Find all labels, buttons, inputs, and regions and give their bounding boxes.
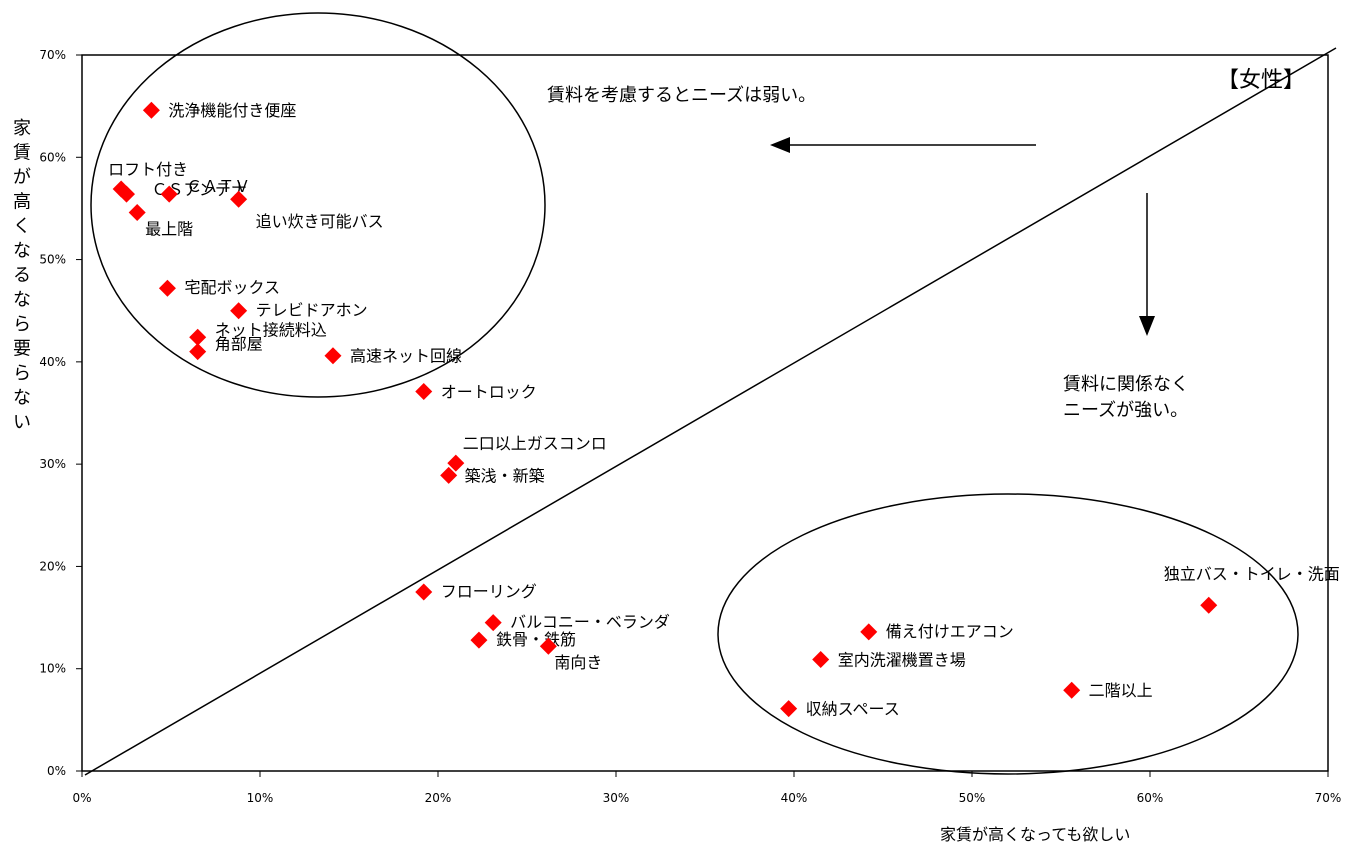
data-point-label: 築浅・新築: [465, 466, 545, 485]
y-tick-label: 20%: [39, 559, 66, 573]
y-axis-label-char: 高: [13, 192, 31, 213]
y-axis-label-char: る: [13, 265, 31, 286]
data-point-marker: [1063, 681, 1081, 699]
down-arrow: [1139, 193, 1155, 336]
data-point-label: ネット接続料込: [215, 320, 327, 339]
data-point-marker: [128, 204, 146, 222]
data-point-label: 角部屋: [215, 335, 263, 354]
data-point-label: テレビドアホン: [256, 301, 368, 320]
data-point-label: 室内洗濯機置き場: [838, 651, 966, 670]
data-point-marker: [118, 185, 135, 203]
data-point-label: バルコニー・ベランダ: [510, 613, 670, 632]
data-point-label: ロフト付き: [108, 160, 188, 179]
data-point-label: 収納スペース: [806, 700, 900, 719]
data-point-marker: [447, 454, 465, 472]
data-point-marker: [324, 347, 342, 365]
x-tick-label: 70%: [1315, 791, 1342, 805]
data-point-label: 南向き: [554, 653, 602, 672]
x-tick-label: 20%: [425, 791, 452, 805]
data-point-label: 独立バス・トイレ・洗面: [1164, 564, 1340, 583]
data-point-marker: [780, 700, 798, 718]
y-axis-label-char: い: [13, 412, 31, 433]
y-axis-label-char: な: [13, 241, 31, 262]
data-point-label: オートロック: [441, 383, 537, 402]
plot-area: [81, 54, 1329, 772]
data-point-label: フローリング: [441, 582, 537, 601]
data-point-label: 洗浄機能付き便座: [168, 101, 296, 120]
y-axis-label-char: ら: [13, 363, 31, 384]
y-axis-label-char: な: [13, 290, 31, 311]
data-point-marker: [484, 614, 502, 632]
data-point-label: ＣＡＴＶ: [186, 177, 250, 196]
data-point-marker: [812, 651, 830, 669]
y-tick-label: 60%: [39, 150, 66, 164]
data-point-marker: [440, 466, 458, 484]
y-axis-label-char: 要: [13, 339, 31, 360]
data-point-label: 宅配ボックス: [184, 278, 280, 297]
x-tick-label: 40%: [781, 791, 808, 805]
diagonal-line: [84, 47, 1337, 776]
data-point-marker: [230, 302, 248, 320]
y-tick-label: 40%: [39, 355, 66, 369]
y-tick-label: 70%: [39, 48, 66, 62]
y-tick-label: 0%: [47, 764, 66, 778]
x-tick-label: 10%: [247, 791, 274, 805]
data-point-marker: [158, 279, 176, 297]
data-point-label: 高速ネット回線: [350, 347, 462, 366]
x-tick-label: 50%: [959, 791, 986, 805]
left-arrow: [770, 137, 1036, 153]
x-tick-label: 0%: [72, 791, 91, 805]
data-point-marker: [860, 623, 878, 641]
data-point-label: 二口以上ガスコンロ: [463, 434, 607, 453]
data-point-marker: [1200, 596, 1218, 614]
data-point-marker: [230, 190, 248, 208]
y-axis-label-char: ら: [13, 314, 31, 335]
data-point-marker: [415, 383, 433, 401]
strong-needs-note-line2: ニーズが強い。: [1063, 400, 1188, 421]
x-tick-label: 30%: [603, 791, 630, 805]
y-axis-label-char: 賃: [13, 143, 31, 164]
top-left-cluster-ellipse: [90, 12, 546, 398]
y-axis-label-char: く: [13, 216, 31, 237]
data-point-label: 追い炊き可能バス: [256, 212, 384, 231]
data-point-marker: [470, 631, 488, 649]
gender-tag: 【女性】: [1217, 68, 1305, 93]
data-point-label: 二階以上: [1089, 681, 1153, 700]
y-axis-label-char: 家: [13, 118, 31, 139]
y-tick-label: 50%: [39, 253, 66, 267]
y-axis-label-char: な: [13, 388, 31, 409]
data-point-label: 備え付けエアコン: [886, 622, 1014, 641]
data-point-marker: [539, 637, 557, 655]
data-points: 洗浄機能付き便座ロフト付きＣＳアンテナＣＡＴＶ追い炊き可能バス最上階宅配ボックス…: [108, 101, 1340, 718]
y-tick-label: 30%: [39, 457, 66, 471]
strong-needs-note-line1: 賃料に関係なく: [1063, 374, 1189, 395]
data-point-label: 最上階: [145, 220, 193, 239]
x-tick-label: 60%: [1137, 791, 1164, 805]
y-tick-labels: 0% 10% 20% 30% 40% 50% 60% 70%: [39, 48, 82, 778]
x-tick-labels: 0% 10% 20% 30% 40% 50% 60% 70%: [72, 771, 1341, 805]
data-point-marker: [142, 101, 160, 119]
x-axis-label: 家賃が高くなっても欲しい: [940, 825, 1130, 844]
data-point-marker: [189, 328, 207, 346]
data-point-label: 鉄骨・鉄筋: [496, 630, 576, 649]
y-tick-label: 10%: [39, 662, 66, 676]
data-point-marker: [189, 343, 207, 361]
y-axis-label-char: が: [13, 167, 31, 188]
bottom-right-cluster-ellipse: [717, 493, 1299, 775]
weak-needs-note: 賃料を考慮するとニーズは弱い。: [547, 85, 816, 106]
data-point-marker: [415, 583, 433, 601]
data-point-marker: [160, 185, 178, 203]
